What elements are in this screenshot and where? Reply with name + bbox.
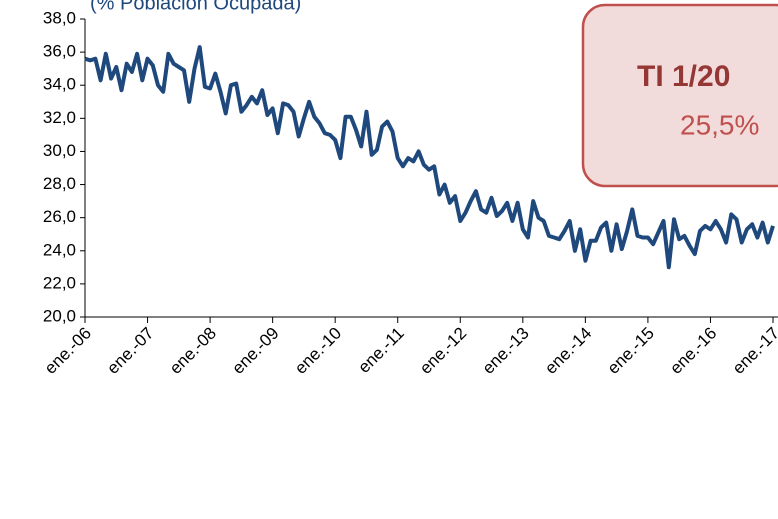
y-tick-label: 32,0 (43, 108, 76, 127)
y-tick-label: 26,0 (43, 207, 76, 226)
x-tick-label: ene.-14 (541, 324, 595, 378)
y-tick-label: 36,0 (43, 42, 76, 61)
x-tick-label: ene.-13 (479, 324, 533, 378)
y-tick-label: 34,0 (43, 75, 76, 94)
y-tick-label: 30,0 (43, 141, 76, 160)
chart-title: (% Población Ocupada) (90, 0, 301, 14)
y-tick-label: 22,0 (43, 273, 76, 292)
y-tick-label: 20,0 (43, 306, 76, 325)
x-tick-label: ene.-06 (41, 324, 95, 378)
x-tick-label: ene.-08 (166, 324, 220, 378)
x-tick-label: ene.-12 (416, 324, 470, 378)
x-tick-label: ene.-16 (666, 324, 720, 378)
annotation-box (581, 3, 778, 188)
x-tick-label: ene.-07 (103, 324, 157, 378)
y-tick-label: 28,0 (43, 174, 76, 193)
series-line (84, 45, 775, 270)
x-tick-label: ene.-15 (604, 324, 658, 378)
x-tick-label: ene.-17 (729, 324, 778, 378)
x-tick-label: ene.-10 (291, 324, 345, 378)
x-tick-label: ene.-09 (228, 324, 282, 378)
y-tick-label: 24,0 (43, 240, 76, 259)
annotation-title: TI 1/20 (637, 60, 730, 93)
y-tick-label: 38,0 (43, 8, 76, 27)
annotation-text: 25,5% (680, 109, 759, 140)
x-tick-label: ene.-11 (354, 324, 407, 377)
